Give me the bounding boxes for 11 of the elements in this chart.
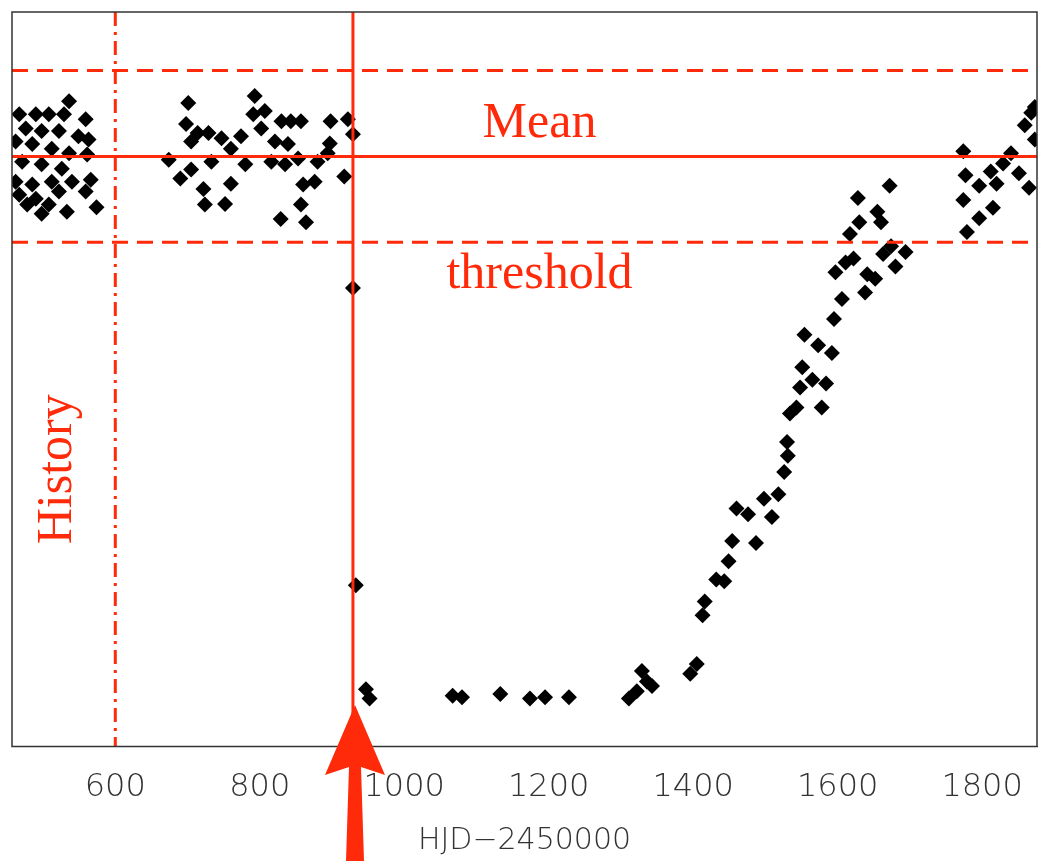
ref-line-label: History (26, 394, 83, 545)
x-tick-label: 600 (84, 766, 146, 805)
ref-line-label: Mean (482, 91, 597, 148)
x-tick-label: 1800 (941, 766, 1023, 805)
x-tick-label: 1600 (796, 766, 879, 805)
x-tick-label: 1400 (652, 766, 734, 805)
ref-line-label: threshold (446, 243, 633, 300)
x-tick-label: 1200 (507, 766, 590, 805)
x-axis-title: HJD−2450000 (417, 820, 632, 856)
x-tick-label: 1000 (363, 766, 445, 805)
x-tick-label: 800 (229, 766, 291, 805)
